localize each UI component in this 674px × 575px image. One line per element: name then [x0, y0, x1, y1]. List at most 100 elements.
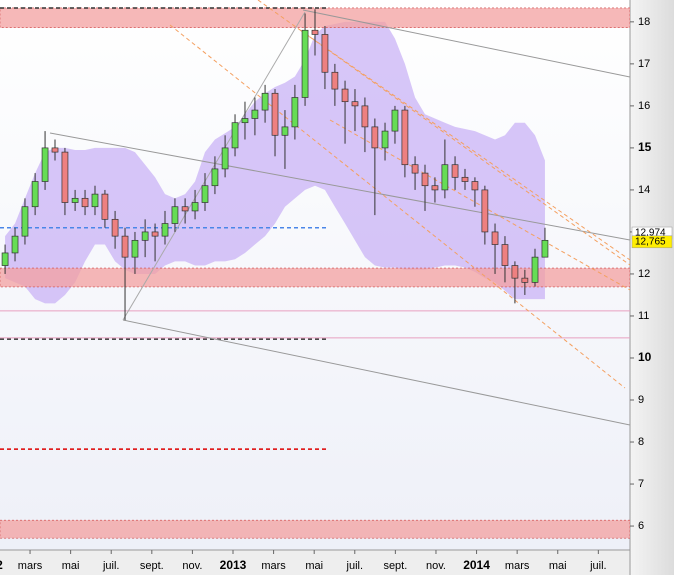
price-label-box: [631, 235, 673, 249]
channel-line: [257, 0, 630, 266]
candle-body: [211, 168, 219, 187]
x-tick-label: sept.: [383, 560, 407, 572]
trend-line: [49, 132, 630, 241]
candle-body: [11, 235, 19, 254]
x-tick-label: 2014: [463, 558, 490, 572]
x-tick-label: juil.: [102, 560, 120, 572]
candle-body: [511, 265, 519, 279]
candle-body: [541, 239, 549, 258]
x-tick-label: mars: [18, 560, 43, 572]
y-tick-label: 6: [638, 520, 644, 532]
candle-body: [431, 185, 439, 191]
candle-body: [451, 164, 459, 178]
candle-body: [341, 88, 349, 103]
candle-body: [61, 151, 69, 203]
x-tick-label: mars: [505, 560, 530, 572]
candle-body: [91, 193, 99, 208]
candle-body: [31, 181, 39, 208]
trend-line: [302, 9, 630, 78]
candle-body: [481, 189, 489, 233]
channel-line: [169, 24, 626, 389]
candle-body: [141, 231, 149, 241]
y-axis-background: [630, 0, 674, 575]
price-label: 12,765: [635, 236, 666, 247]
candle-body: [351, 101, 359, 107]
candle-body: [221, 147, 229, 170]
x-tick-label: 2013: [220, 558, 247, 572]
bollinger-band: [5, 21, 545, 304]
candle-body: [51, 147, 59, 153]
candle-body: [531, 256, 539, 283]
x-tick-label: nov.: [426, 560, 446, 572]
candle-body: [521, 277, 529, 283]
candle-body: [181, 206, 189, 212]
candle-body: [301, 29, 309, 98]
candle-body: [161, 223, 169, 237]
candle-body: [311, 29, 319, 35]
candle-body: [281, 126, 289, 136]
candle-body: [191, 202, 199, 212]
candle-body: [111, 218, 119, 237]
x-tick-label: 2012: [0, 558, 3, 572]
candle-body: [381, 130, 389, 149]
candle-body: [81, 197, 89, 208]
x-tick-label: mai: [305, 560, 323, 572]
y-tick-label: 10: [638, 350, 652, 364]
candle-body: [41, 147, 49, 182]
candle-body: [101, 193, 109, 220]
channel-line: [329, 119, 630, 291]
support-zone: [0, 519, 630, 539]
x-tick-label: mai: [62, 560, 80, 572]
candle-body: [71, 197, 79, 203]
x-axis-background: [0, 550, 630, 575]
candle-body: [171, 206, 179, 224]
candle-body: [201, 185, 209, 203]
candle-body: [131, 239, 139, 258]
y-tick-label: 16: [638, 100, 650, 112]
y-tick-label: 17: [638, 58, 650, 70]
candle-body: [461, 176, 469, 182]
x-tick-label: juil.: [346, 560, 364, 572]
candle-body: [361, 105, 369, 128]
y-tick-label: 14: [638, 184, 650, 196]
candle-body: [151, 231, 159, 237]
y-tick-label: 8: [638, 436, 644, 448]
candle-body: [371, 126, 379, 149]
trend-line: [122, 11, 306, 321]
trend-line: [122, 319, 630, 426]
support-zone: [0, 267, 630, 288]
x-tick-label: sept.: [140, 560, 164, 572]
price-label: 12,974: [635, 228, 666, 239]
x-tick-label: nov.: [182, 560, 202, 572]
candle-body: [501, 244, 509, 266]
candle-body: [411, 164, 419, 174]
candle-body: [271, 92, 279, 136]
candle-body: [401, 109, 409, 166]
candle-body: [421, 172, 429, 187]
y-tick-label: 15: [638, 140, 652, 154]
candle-body: [261, 92, 269, 111]
x-axis: 2012 mars mai juil. sept. nov. 2013 mars mai juil…: [0, 550, 607, 572]
y-tick-label: 9: [638, 394, 644, 406]
candle-body: [21, 206, 29, 237]
candle-body: [321, 34, 329, 73]
candle-body: [291, 97, 299, 128]
candle-body: [331, 71, 339, 90]
candle-body: [471, 181, 479, 191]
candle-body: [241, 118, 249, 124]
y-tick-label: 11: [638, 310, 649, 322]
y-tick-label: 12: [638, 268, 650, 280]
candle-body: [251, 109, 259, 119]
candle-body: [491, 231, 499, 245]
x-tick-label: juil.: [589, 560, 607, 572]
y-tick-label: 18: [638, 16, 650, 28]
candle-body: [1, 252, 9, 266]
x-tick-label: mai: [549, 560, 567, 572]
trend-lines: [49, 0, 630, 426]
candle-body: [391, 109, 399, 132]
x-tick-label: mars: [261, 560, 286, 572]
candle-body: [121, 235, 129, 258]
candle-body: [231, 122, 239, 149]
